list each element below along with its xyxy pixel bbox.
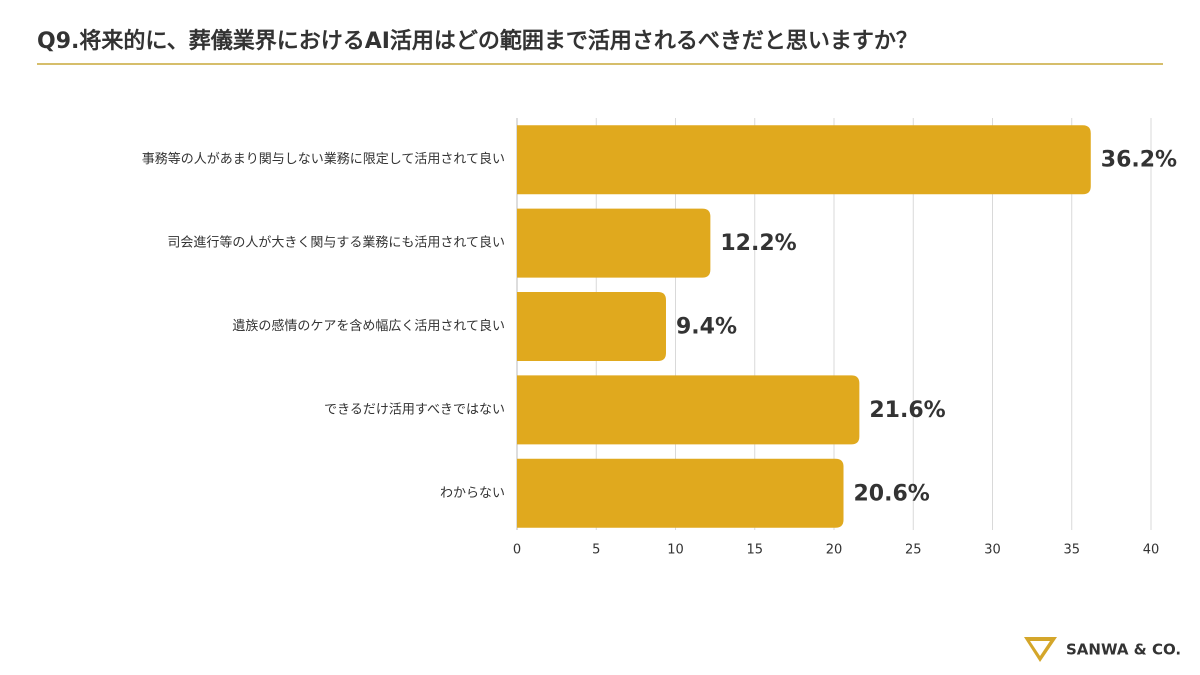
x-tick-label: 15 [746,543,763,558]
y-tick-label: 司会進行等の人が大きく関与する業務にも活用されて良い [167,235,505,251]
y-tick-label: できるだけ活用すべきではない [324,402,505,417]
value-label: 20.6% [854,481,930,506]
x-tick-label: 10 [667,543,684,558]
x-tick-label: 0 [513,543,521,558]
bar [517,458,844,528]
bar [517,125,1091,195]
value-label: 21.6% [869,398,945,423]
x-tick-label: 20 [826,543,843,558]
bar [517,375,860,445]
x-tick-label: 35 [1063,543,1080,558]
bar [517,292,666,361]
x-tick-label: 25 [905,543,922,558]
value-label: 12.2% [720,231,796,256]
brand-name: SANWA & CO. [1066,641,1181,659]
x-tick-label: 40 [1143,543,1160,558]
brand-logo: SANWA & CO. [1024,637,1181,662]
logo-icon-cut [1030,641,1050,656]
bar [517,208,711,278]
value-label: 9.4% [676,315,737,340]
y-tick-label: 事務等の人があまり関与しない業務に限定して活用されて良い [142,151,505,167]
value-label: 36.2% [1101,148,1177,173]
y-tick-label: 遺族の感情のケアを含め幅広く活用されて良い [232,318,505,334]
y-tick-label: わからない [440,486,505,501]
chart-title: Q9.将来的に、葬儀業界におけるAI活用はどの範囲まで活用されるべきだと思います… [37,28,918,54]
x-tick-label: 5 [592,543,600,558]
x-tick-label: 30 [984,543,1001,558]
